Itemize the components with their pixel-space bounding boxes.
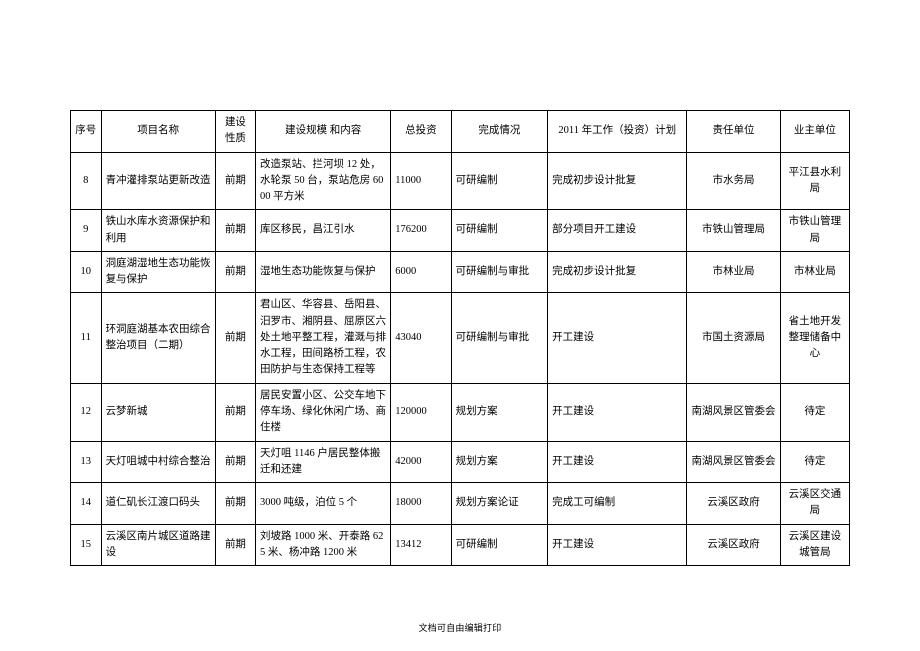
cell-name: 云梦新城 (101, 383, 215, 441)
col-header-8: 业主单位 (780, 111, 849, 153)
col-header-3: 建设规模 和内容 (256, 111, 391, 153)
table-row: 9铁山水库水资源保护和利用前期库区移民，昌江引水176200可研编制部分项目开工… (71, 210, 850, 252)
cell-owner: 平江县水利局 (780, 152, 849, 210)
cell-content: 刘坡路 1000 米、开泰路 625 米、杨冲路 1200 米 (256, 524, 391, 566)
col-header-4: 总投资 (391, 111, 451, 153)
cell-owner: 省土地开发整理储备中心 (780, 293, 849, 383)
cell-status: 可研编制 (451, 210, 548, 252)
cell-invest: 42000 (391, 441, 451, 483)
cell-status: 可研编制与审批 (451, 251, 548, 293)
cell-nature: 前期 (215, 383, 255, 441)
cell-seq: 14 (71, 483, 102, 525)
cell-resp: 云溪区政府 (687, 483, 780, 525)
cell-plan: 开工建设 (548, 441, 687, 483)
cell-plan: 开工建设 (548, 524, 687, 566)
cell-name: 天灯咀城中村综合整治 (101, 441, 215, 483)
table-row: 13天灯咀城中村综合整治前期天灯咀 1146 户居民整体搬迁和还建42000规划… (71, 441, 850, 483)
col-header-5: 完成情况 (451, 111, 548, 153)
cell-seq: 11 (71, 293, 102, 383)
cell-invest: 6000 (391, 251, 451, 293)
cell-resp: 市林业局 (687, 251, 780, 293)
col-header-0: 序号 (71, 111, 102, 153)
table-row: 15云溪区南片城区道路建设前期刘坡路 1000 米、开泰路 625 米、杨冲路 … (71, 524, 850, 566)
cell-invest: 176200 (391, 210, 451, 252)
cell-resp: 南湖风景区管委会 (687, 383, 780, 441)
cell-plan: 完成初步设计批复 (548, 152, 687, 210)
table-row: 14道仁矶长江渡口码头前期3000 吨级，泊位 5 个18000规划方案论证完成… (71, 483, 850, 525)
cell-plan: 开工建设 (548, 383, 687, 441)
cell-owner: 待定 (780, 441, 849, 483)
cell-invest: 11000 (391, 152, 451, 210)
table-row: 12云梦新城前期居民安置小区、公交车地下停车场、绿化休闲广场、商住楼120000… (71, 383, 850, 441)
col-header-6: 2011 年工作（投资）计划 (548, 111, 687, 153)
cell-nature: 前期 (215, 293, 255, 383)
cell-plan: 部分项目开工建设 (548, 210, 687, 252)
cell-resp: 市铁山管理局 (687, 210, 780, 252)
cell-content: 居民安置小区、公交车地下停车场、绿化休闲广场、商住楼 (256, 383, 391, 441)
col-header-2: 建设性质 (215, 111, 255, 153)
cell-seq: 8 (71, 152, 102, 210)
cell-resp: 市国土资源局 (687, 293, 780, 383)
cell-status: 可研编制 (451, 524, 548, 566)
cell-seq: 9 (71, 210, 102, 252)
cell-status: 可研编制 (451, 152, 548, 210)
cell-nature: 前期 (215, 441, 255, 483)
cell-name: 道仁矶长江渡口码头 (101, 483, 215, 525)
cell-seq: 10 (71, 251, 102, 293)
cell-seq: 15 (71, 524, 102, 566)
cell-nature: 前期 (215, 210, 255, 252)
cell-owner: 市林业局 (780, 251, 849, 293)
cell-owner: 云溪区交通局 (780, 483, 849, 525)
cell-plan: 开工建设 (548, 293, 687, 383)
table-header-row: 序号项目名称建设性质建设规模 和内容总投资完成情况2011 年工作（投资）计划责… (71, 111, 850, 153)
project-table: 序号项目名称建设性质建设规模 和内容总投资完成情况2011 年工作（投资）计划责… (70, 110, 850, 566)
cell-status: 规划方案 (451, 383, 548, 441)
cell-plan: 完成工可编制 (548, 483, 687, 525)
cell-content: 库区移民，昌江引水 (256, 210, 391, 252)
cell-status: 可研编制与审批 (451, 293, 548, 383)
cell-content: 湿地生态功能恢复与保护 (256, 251, 391, 293)
col-header-1: 项目名称 (101, 111, 215, 153)
cell-seq: 12 (71, 383, 102, 441)
cell-plan: 完成初步设计批复 (548, 251, 687, 293)
cell-invest: 43040 (391, 293, 451, 383)
cell-resp: 南湖风景区管委会 (687, 441, 780, 483)
table-row: 11环洞庭湖基本农田综合整治项目（二期）前期君山区、华容县、岳阳县、汨罗市、湘阴… (71, 293, 850, 383)
cell-nature: 前期 (215, 483, 255, 525)
cell-invest: 13412 (391, 524, 451, 566)
cell-name: 铁山水库水资源保护和利用 (101, 210, 215, 252)
cell-content: 改造泵站、拦河坝 12 处，水轮泵 50 台，泵站危房 6000 平方米 (256, 152, 391, 210)
cell-name: 洞庭湖湿地生态功能恢复与保护 (101, 251, 215, 293)
cell-name: 云溪区南片城区道路建设 (101, 524, 215, 566)
cell-content: 君山区、华容县、岳阳县、汨罗市、湘阴县、屈原区六处土地平整工程，灌溉与排水工程，… (256, 293, 391, 383)
cell-nature: 前期 (215, 251, 255, 293)
cell-name: 环洞庭湖基本农田综合整治项目（二期） (101, 293, 215, 383)
cell-resp: 市水务局 (687, 152, 780, 210)
cell-resp: 云溪区政府 (687, 524, 780, 566)
cell-invest: 18000 (391, 483, 451, 525)
cell-owner: 市铁山管理局 (780, 210, 849, 252)
cell-nature: 前期 (215, 524, 255, 566)
table-row: 10洞庭湖湿地生态功能恢复与保护前期湿地生态功能恢复与保护6000可研编制与审批… (71, 251, 850, 293)
cell-status: 规划方案论证 (451, 483, 548, 525)
cell-content: 天灯咀 1146 户居民整体搬迁和还建 (256, 441, 391, 483)
cell-invest: 120000 (391, 383, 451, 441)
cell-seq: 13 (71, 441, 102, 483)
cell-nature: 前期 (215, 152, 255, 210)
cell-name: 青冲灌排泵站更新改造 (101, 152, 215, 210)
col-header-7: 责任单位 (687, 111, 780, 153)
footer-note: 文档可自由编辑打印 (70, 621, 850, 634)
cell-owner: 云溪区建设城管局 (780, 524, 849, 566)
cell-status: 规划方案 (451, 441, 548, 483)
cell-content: 3000 吨级，泊位 5 个 (256, 483, 391, 525)
cell-owner: 待定 (780, 383, 849, 441)
table-row: 8青冲灌排泵站更新改造前期改造泵站、拦河坝 12 处，水轮泵 50 台，泵站危房… (71, 152, 850, 210)
